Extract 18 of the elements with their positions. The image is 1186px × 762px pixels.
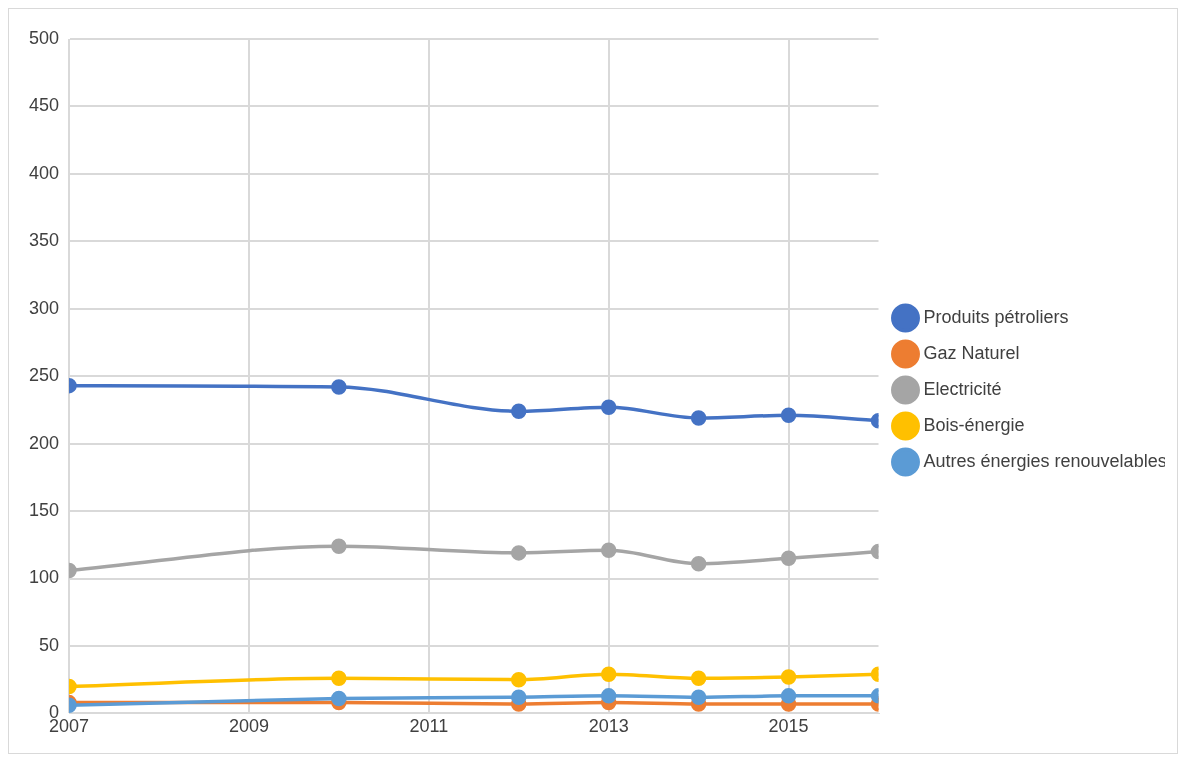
legend-label: Bois-énergie bbox=[923, 414, 1025, 435]
x-tick-label: 2015 bbox=[768, 716, 809, 737]
y-tick-label: 350 bbox=[28, 230, 60, 251]
y-tick-label: 400 bbox=[28, 162, 60, 183]
x-tick-label: 2013 bbox=[588, 716, 629, 737]
y-tick-label: 50 bbox=[39, 634, 60, 655]
y-tick-label: 250 bbox=[28, 365, 60, 386]
x-tick-label: 2011 bbox=[409, 716, 449, 737]
legend-label: Electricité bbox=[923, 378, 1002, 399]
y-tick-label: 450 bbox=[28, 95, 60, 116]
y-tick-label: 150 bbox=[28, 500, 60, 521]
x-tick-label: 2009 bbox=[228, 716, 269, 737]
y-tick-label: 200 bbox=[28, 432, 60, 453]
legend-label: Produits pétroliers bbox=[923, 306, 1069, 327]
legend-label: Gaz Naturel bbox=[923, 342, 1020, 363]
y-tick-label: 100 bbox=[28, 567, 60, 588]
y-tick-label: 300 bbox=[28, 297, 60, 318]
y-tick-label: 500 bbox=[28, 27, 60, 48]
